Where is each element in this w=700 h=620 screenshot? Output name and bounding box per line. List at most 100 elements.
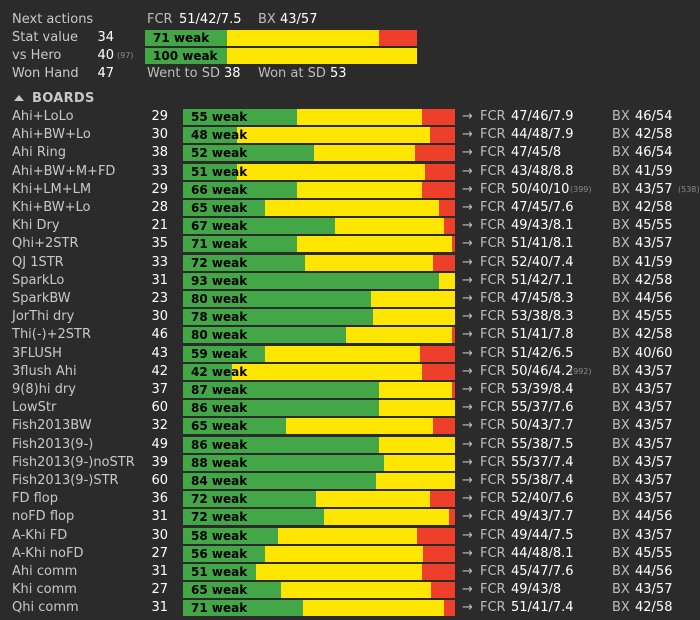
- vs-hero-bar: 100 weak: [145, 48, 417, 64]
- board-bx-label: BX: [612, 109, 630, 124]
- board-strength-bar: 80 weak: [183, 327, 455, 344]
- board-bx-label: BX: [612, 181, 630, 197]
- board-count: 32: [151, 418, 168, 434]
- bar-red-segment: [415, 145, 455, 162]
- board-name: Fish2013(9-)STR: [12, 473, 119, 488]
- vs-hero-row: vs Hero 40 (97) 100 weak: [0, 47, 700, 65]
- arrow-icon: →: [462, 600, 473, 616]
- board-fcr-label: FCR: [480, 473, 506, 488]
- board-bar-text: 52 weak: [191, 146, 248, 161]
- bar-yellow-segment: [379, 400, 455, 417]
- board-bx-value: 43/57: [635, 418, 673, 434]
- board-bx-value: 44/56: [635, 564, 673, 579]
- board-fcr-sub: (399): [570, 184, 592, 194]
- board-row: 3FLUSH 43 59 weak → FCR 51/42/6.5 BX 40/60: [0, 345, 700, 363]
- board-row: Fish2013(9-)STR 60 84 weak → FCR 55/38/7.4 BX 4…: [0, 472, 700, 490]
- bar-red-segment: [422, 363, 455, 380]
- bar-yellow-segment: [371, 291, 455, 307]
- board-fcr-label: FCR: [480, 363, 506, 379]
- board-bar-text: 56 weak: [191, 546, 248, 561]
- board-bx-value: 44/56: [635, 291, 673, 306]
- board-count: 38: [151, 145, 168, 161]
- bar-red-segment: [422, 181, 455, 198]
- board-fcr-value: 45/47/7.6: [511, 564, 574, 579]
- board-bx-value: 43/57: [635, 382, 673, 397]
- board-strength-bar: 71 weak: [183, 236, 455, 253]
- board-count: 30: [151, 309, 168, 325]
- board-count: 31: [151, 564, 168, 579]
- board-fcr-value: 47/46/7.9: [511, 109, 574, 124]
- board-fcr-label: FCR: [480, 163, 506, 179]
- arrow-icon: →: [462, 291, 473, 306]
- board-strength-bar: 93 weak: [183, 272, 455, 289]
- boards-section-header[interactable]: BOARDS: [0, 90, 700, 108]
- board-bar-text: 55 weak: [191, 110, 248, 124]
- board-fcr-label: FCR: [480, 545, 506, 561]
- arrow-icon: →: [462, 545, 473, 561]
- bar-yellow-segment: [373, 309, 455, 326]
- board-bar-text: 78 weak: [191, 310, 248, 325]
- board-bar-text: 51 weak: [191, 164, 248, 179]
- board-bx-label: BX: [612, 327, 630, 343]
- board-fcr-value: 51/41/7.4: [511, 600, 574, 616]
- next-actions-row: Next actions FCR 51/42/7.5 BX 43/57: [0, 11, 700, 29]
- board-fcr-value: 53/39/8.4: [511, 382, 574, 397]
- bx-value: 43/57: [280, 12, 318, 27]
- board-row: Qhi+2STR 35 71 weak → FCR 51/41/8.1 BX 43/57: [0, 235, 700, 253]
- arrow-icon: →: [462, 527, 473, 543]
- bar-green-segment: [183, 218, 335, 235]
- board-count: 35: [151, 236, 168, 252]
- board-row: noFD flop 31 72 weak → FCR 49/43/7.7 BX 44/56: [0, 508, 700, 526]
- board-name: Ahi+BW+M+FD: [12, 163, 116, 179]
- board-count: 28: [151, 200, 168, 215]
- board-bx-value: 43/57: [635, 454, 673, 470]
- bar-green-segment: [183, 491, 316, 508]
- board-fcr-label: FCR: [480, 491, 506, 507]
- bar-red-segment: [379, 30, 417, 46]
- board-row: 9(8)hi dry 37 87 weak → FCR 53/39/8.4 BX 43/57: [0, 381, 700, 399]
- board-fcr-label: FCR: [480, 400, 506, 416]
- arrow-icon: →: [462, 473, 473, 488]
- board-fcr-label: FCR: [480, 527, 506, 543]
- bar-green-segment: [183, 418, 286, 435]
- board-count: 60: [151, 473, 168, 488]
- board-fcr-value: 53/38/8.3: [511, 309, 574, 325]
- arrow-icon: →: [462, 509, 473, 525]
- board-name: QJ 1STR: [12, 254, 64, 270]
- board-fcr-label: FCR: [480, 382, 506, 397]
- board-bx-value: 42/58: [635, 272, 673, 288]
- board-row: 3flush Ahi 42 42 weak → FCR 50/46/4.2 (992) BX 4…: [0, 363, 700, 381]
- board-fcr-label: FCR: [480, 254, 506, 270]
- vs-hero-value: 40: [97, 48, 114, 63]
- board-bx-label: BX: [612, 363, 630, 379]
- board-bx-value: 43/57: [635, 436, 673, 452]
- board-bx-value: 43/57: [635, 400, 673, 416]
- board-row: Khi comm 27 65 weak → FCR 49/43/8 BX 43/57: [0, 581, 700, 599]
- board-bx-value: 43/57: [635, 236, 673, 252]
- board-bar-text: 51 weak: [191, 565, 248, 579]
- board-fcr-value: 55/37/7.4: [511, 454, 574, 470]
- board-bx-value: 42/58: [635, 327, 673, 343]
- stat-value-bar: 71 weak: [145, 30, 417, 46]
- bar-red-segment: [452, 327, 455, 344]
- board-row: Ahi Ring 38 52 weak → FCR 47/45/8 BX 46/54: [0, 144, 700, 162]
- board-bx-value: 42/58: [635, 127, 673, 143]
- bar-yellow-segment: [297, 181, 422, 198]
- board-bar-text: 71 weak: [191, 601, 248, 616]
- board-count: 36: [151, 491, 168, 507]
- board-fcr-value: 55/38/7.5: [511, 436, 574, 452]
- board-row: Khi+BW+Lo 28 65 weak → FCR 47/45/7.6 BX 42/58: [0, 199, 700, 217]
- arrow-icon: →: [462, 582, 473, 598]
- went-to-sd-label: Went to SD: [147, 66, 221, 81]
- arrow-icon: →: [462, 181, 473, 197]
- board-name: FD flop: [12, 491, 59, 507]
- board-fcr-label: FCR: [480, 418, 506, 434]
- board-bar-text: 65 weak: [191, 583, 248, 598]
- bar-green-segment: [183, 400, 379, 417]
- bar-green-segment: [183, 272, 439, 289]
- board-bx-label: BX: [612, 163, 630, 179]
- board-bar-text: 86 weak: [191, 437, 248, 452]
- collapse-caret-icon[interactable]: [14, 95, 24, 101]
- board-fcr-value: 49/43/7.7: [511, 509, 574, 525]
- bar-yellow-segment: [286, 418, 433, 435]
